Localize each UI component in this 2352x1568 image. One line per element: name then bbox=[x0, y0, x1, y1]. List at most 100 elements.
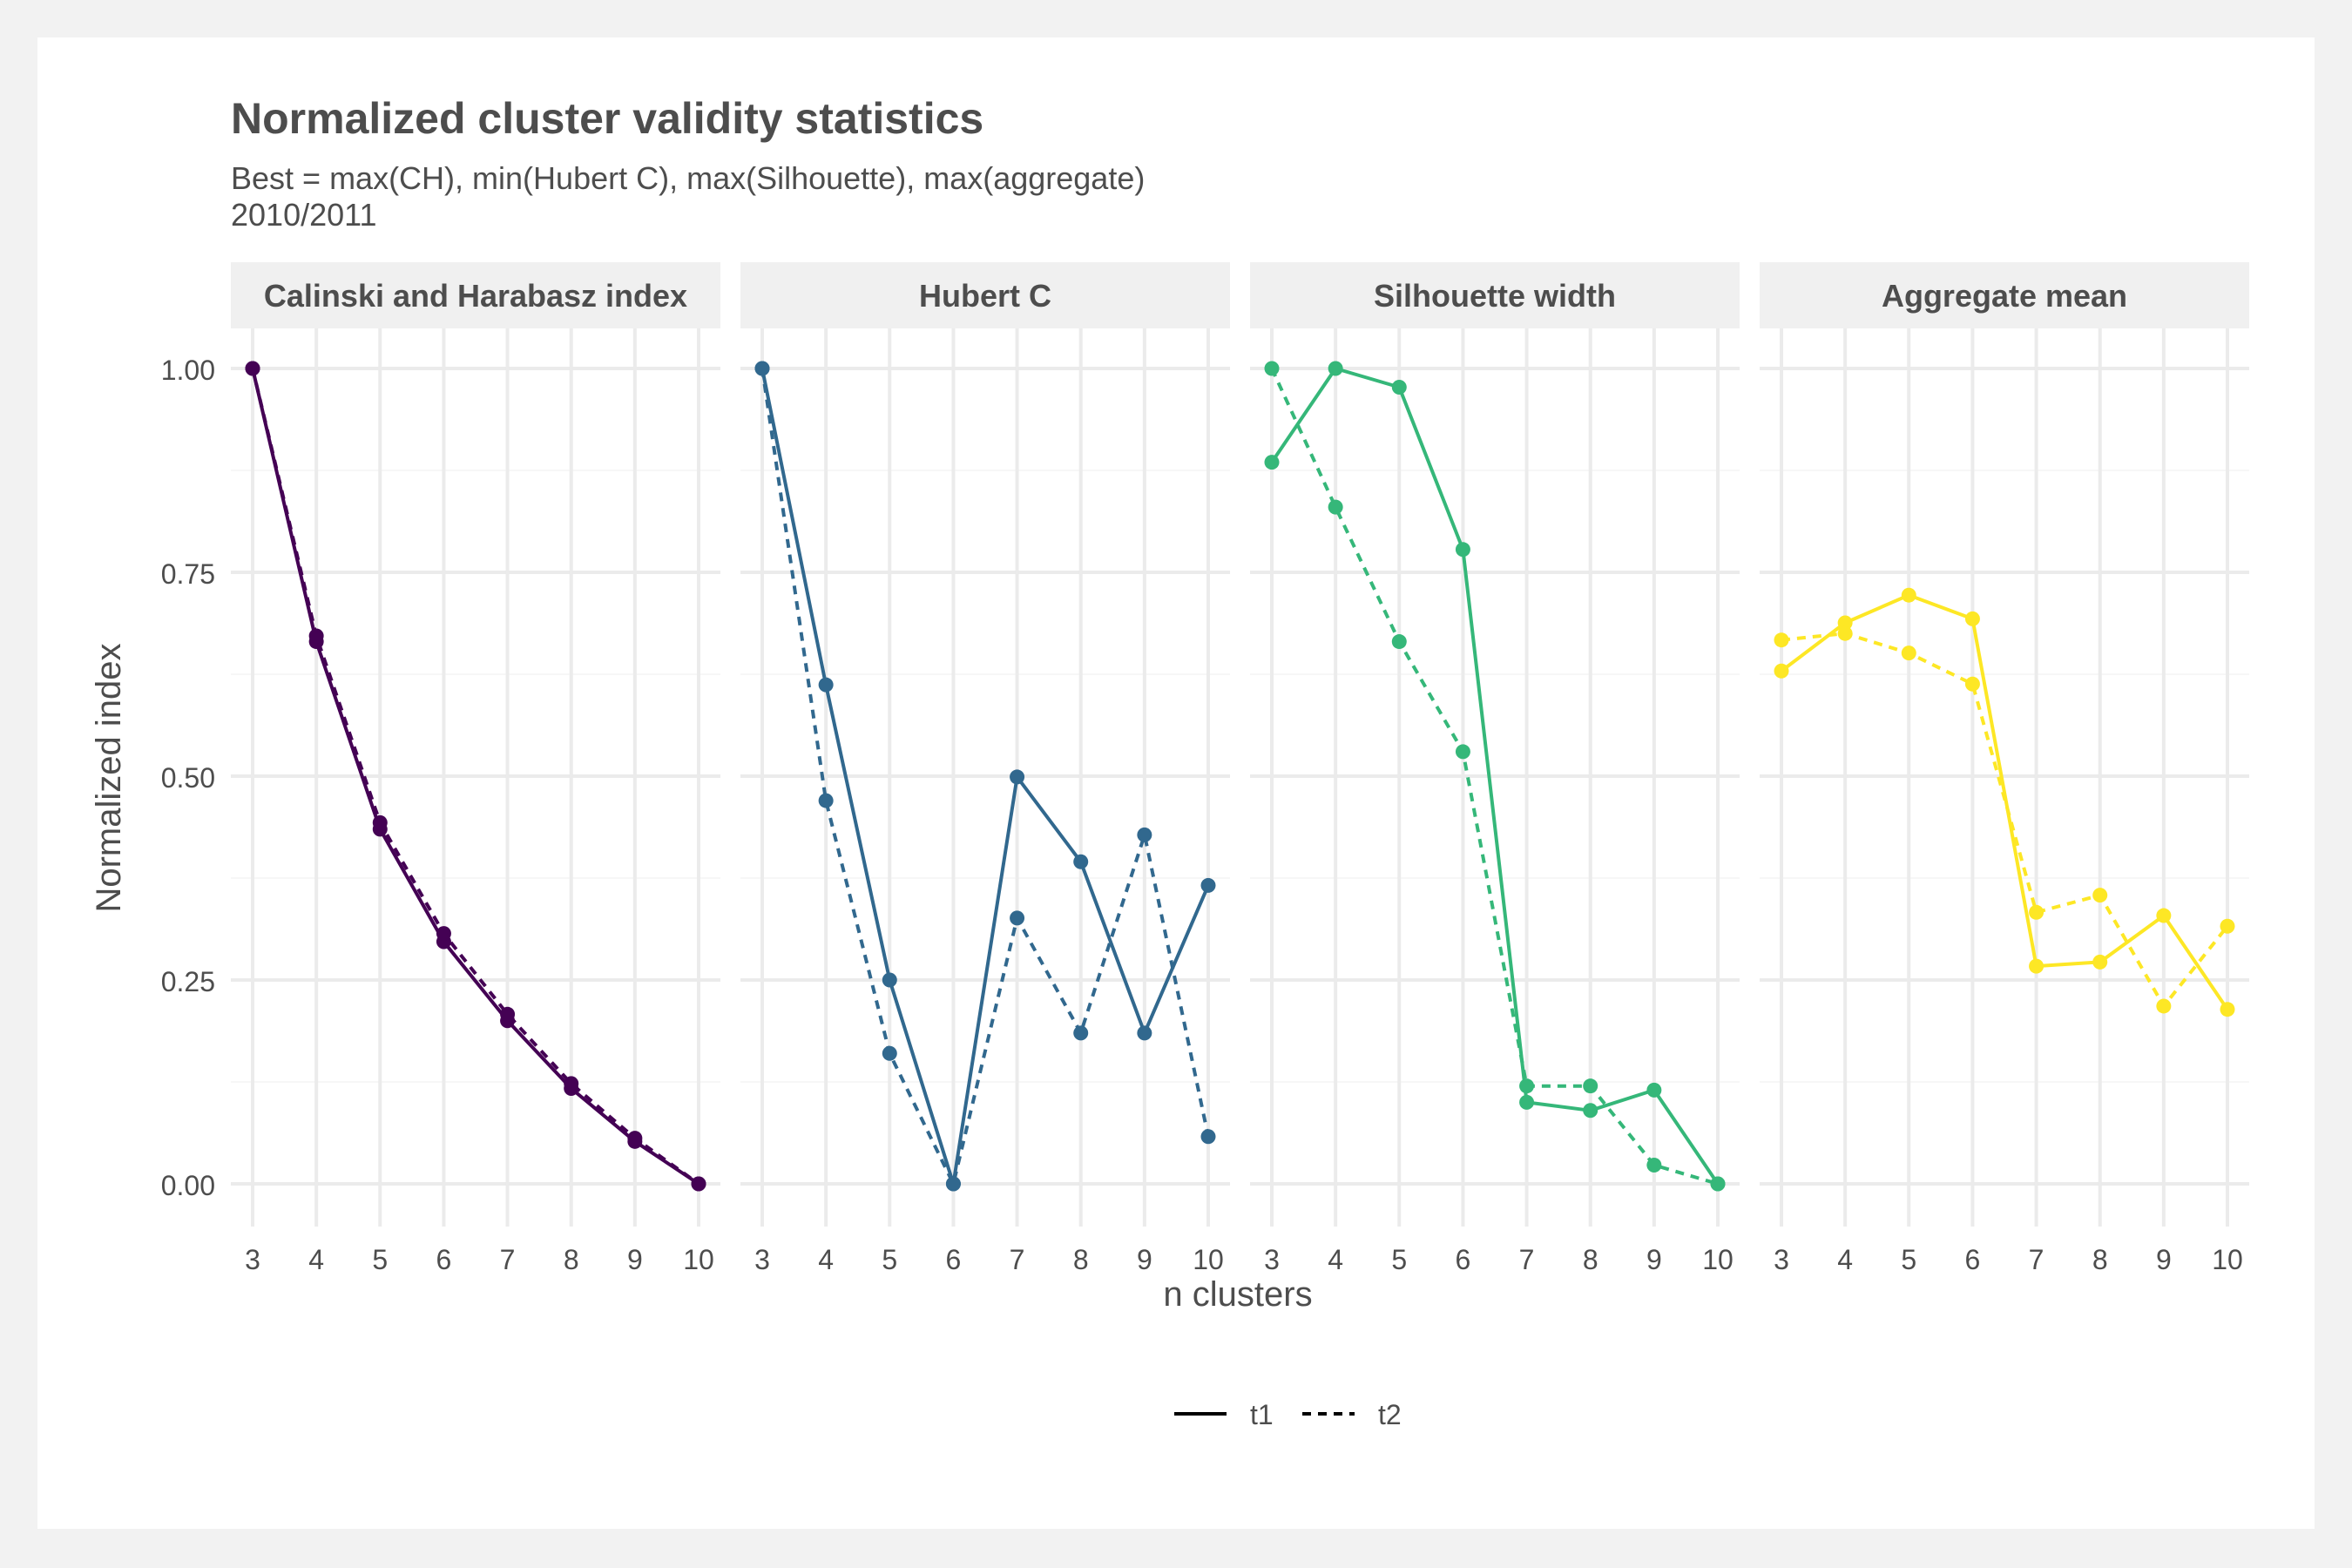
facet-panel: Silhouette width 3 4 5 6 7 8 9 10 bbox=[1250, 262, 1740, 1275]
facet-strip bbox=[740, 262, 1230, 328]
x-tick-label: 8 bbox=[564, 1244, 579, 1275]
x-tick-label: 3 bbox=[1774, 1244, 1789, 1275]
data-point-t2 bbox=[882, 1045, 897, 1061]
data-point-t1 bbox=[1964, 611, 1980, 626]
data-point-t2 bbox=[500, 1006, 516, 1022]
data-point-t1 bbox=[1837, 615, 1853, 631]
data-point-t1 bbox=[1774, 663, 1789, 679]
data-point-t2 bbox=[1519, 1078, 1535, 1094]
facet-strip-label: Aggregate mean bbox=[1882, 278, 2127, 314]
chart-card: Normalized cluster validity statistics B… bbox=[37, 37, 2315, 1529]
x-tick-label: 6 bbox=[946, 1244, 962, 1275]
data-point-t2 bbox=[564, 1076, 579, 1092]
data-point-t2 bbox=[1391, 634, 1407, 650]
data-point-t2 bbox=[1583, 1078, 1598, 1094]
data-point-t2 bbox=[1710, 1176, 1726, 1192]
data-point-t2 bbox=[2092, 888, 2108, 903]
x-tick-label: 10 bbox=[1193, 1244, 1224, 1275]
data-point-t2 bbox=[308, 628, 324, 644]
data-point-t1 bbox=[1137, 1025, 1152, 1041]
data-point-t2 bbox=[945, 1176, 961, 1192]
y-tick-label: 0.75 bbox=[161, 558, 215, 590]
data-point-t2 bbox=[1774, 632, 1789, 648]
facet-strip-label: Calinski and Harabasz index bbox=[264, 278, 687, 314]
data-point-t1 bbox=[818, 677, 834, 693]
facet-panel: Calinski and Harabasz index 3 4 5 6 7 8 9 10 bbox=[231, 262, 720, 1275]
data-point-t2 bbox=[818, 793, 834, 808]
x-tick-label: 7 bbox=[2029, 1244, 2044, 1275]
data-point-t2 bbox=[245, 361, 260, 376]
data-point-t1 bbox=[1455, 542, 1470, 558]
data-point-t2 bbox=[754, 361, 770, 376]
series-line-t2 bbox=[251, 368, 700, 1186]
x-tick-label: 6 bbox=[1965, 1244, 1981, 1275]
x-tick-label: 9 bbox=[1646, 1244, 1662, 1275]
series-line-t2 bbox=[1270, 368, 1719, 1186]
x-tick-label: 10 bbox=[683, 1244, 714, 1275]
data-point-t2 bbox=[1200, 1129, 1216, 1145]
y-tick-label: 1.00 bbox=[161, 355, 215, 386]
data-point-t1 bbox=[1646, 1082, 1662, 1098]
data-point-t2 bbox=[2220, 918, 2235, 934]
data-point-t2 bbox=[1073, 1025, 1089, 1041]
data-point-t2 bbox=[372, 814, 388, 830]
y-tick-label: 0.00 bbox=[161, 1170, 215, 1201]
facet-strip bbox=[1250, 262, 1740, 328]
x-tick-label: 7 bbox=[500, 1244, 516, 1275]
facet-panel: Aggregate mean 3 4 5 6 7 8 9 10 bbox=[1760, 262, 2249, 1275]
facet-strip bbox=[1760, 262, 2249, 328]
x-tick-label: 9 bbox=[627, 1244, 643, 1275]
x-tick-label: 4 bbox=[1328, 1244, 1343, 1275]
facet-panels: Calinski and Harabasz index 3 4 5 6 7 8 9 10 Hube… bbox=[231, 262, 2249, 1275]
facet-strip bbox=[231, 262, 720, 328]
data-point-t1 bbox=[2156, 908, 2172, 923]
data-point-t1 bbox=[2092, 954, 2108, 970]
chart-subtitle-line-1: Best = max(CH), min(Hubert C), max(Silho… bbox=[231, 160, 1145, 196]
x-tick-label: 10 bbox=[2212, 1244, 2243, 1275]
data-point-t2 bbox=[1010, 910, 1025, 926]
x-tick-label: 3 bbox=[245, 1244, 260, 1275]
data-point-t2 bbox=[1455, 744, 1470, 760]
data-point-t1 bbox=[1583, 1103, 1598, 1119]
data-point-t2 bbox=[1264, 361, 1280, 376]
facet-strip-label: Silhouette width bbox=[1374, 278, 1616, 314]
data-point-t1 bbox=[882, 972, 897, 988]
data-point-t1 bbox=[1519, 1094, 1535, 1110]
x-tick-label: 5 bbox=[1901, 1244, 1916, 1275]
x-tick-label: 4 bbox=[818, 1244, 834, 1275]
y-tick-label: 0.50 bbox=[161, 762, 215, 794]
data-point-t2 bbox=[2029, 904, 2044, 920]
data-point-t2 bbox=[1837, 625, 1853, 641]
data-point-t2 bbox=[1646, 1157, 1662, 1173]
data-point-t1 bbox=[1391, 380, 1407, 395]
data-point-t2 bbox=[1328, 499, 1343, 515]
data-point-t2 bbox=[691, 1176, 706, 1192]
x-axis-title: n clusters bbox=[1163, 1275, 1312, 1314]
facet-strip-label: Hubert C bbox=[919, 278, 1051, 314]
legend-label-t2: t2 bbox=[1378, 1399, 1402, 1430]
series-line-t2 bbox=[1781, 632, 2229, 1008]
data-point-t1 bbox=[1264, 455, 1280, 470]
x-tick-label: 4 bbox=[308, 1244, 324, 1275]
x-tick-label: 7 bbox=[1010, 1244, 1025, 1275]
data-point-t2 bbox=[436, 926, 451, 942]
data-point-t1 bbox=[1073, 854, 1089, 869]
series-line-t2 bbox=[760, 368, 1210, 1186]
y-axis-title: Normalized index bbox=[90, 643, 128, 912]
data-point-t1 bbox=[1901, 587, 1916, 603]
data-point-t2 bbox=[1901, 645, 1916, 661]
legend: t1 t2 bbox=[1174, 1399, 1402, 1430]
facet-panel: Hubert C 3 4 5 6 7 8 9 10 bbox=[740, 262, 1230, 1275]
legend-label-t1: t1 bbox=[1250, 1399, 1274, 1430]
x-tick-label: 7 bbox=[1519, 1244, 1535, 1275]
x-tick-label: 8 bbox=[2092, 1244, 2108, 1275]
x-tick-label: 5 bbox=[372, 1244, 388, 1275]
data-point-t1 bbox=[2029, 958, 2044, 974]
data-point-t1 bbox=[1200, 877, 1216, 893]
x-tick-label: 6 bbox=[1456, 1244, 1471, 1275]
chart-title: Normalized cluster validity statistics bbox=[231, 94, 983, 143]
x-tick-label: 5 bbox=[882, 1244, 897, 1275]
x-tick-label: 9 bbox=[2156, 1244, 2172, 1275]
series-line-t1 bbox=[1270, 367, 1720, 1186]
y-tick-label: 0.25 bbox=[161, 966, 215, 997]
